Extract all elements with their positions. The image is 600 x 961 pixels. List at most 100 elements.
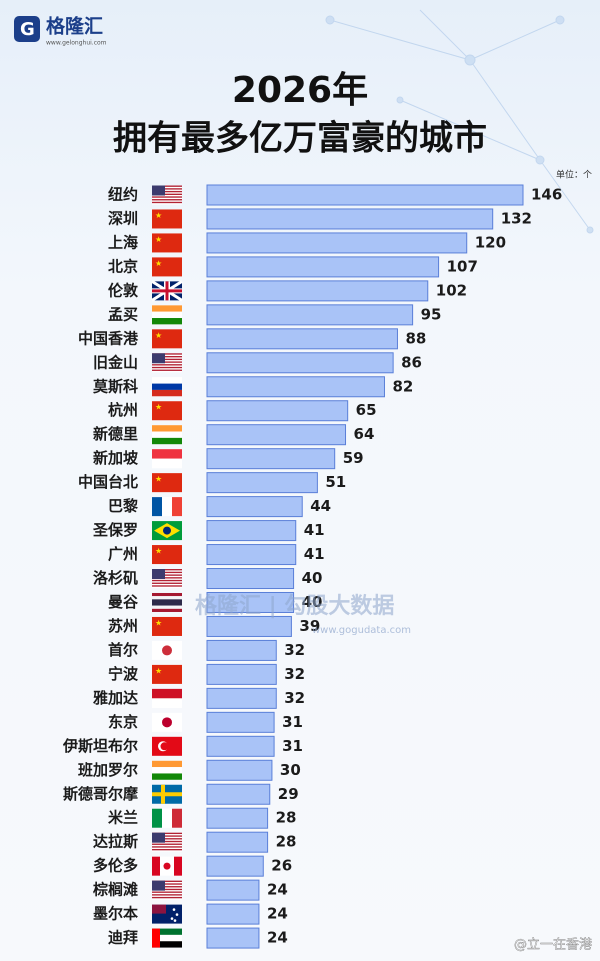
flag bbox=[152, 736, 182, 756]
category-label: 伦敦 bbox=[108, 281, 139, 299]
flag-part bbox=[152, 602, 182, 606]
flag-part bbox=[152, 233, 182, 253]
bar bbox=[206, 280, 429, 302]
bar bbox=[206, 783, 271, 805]
bar bbox=[206, 448, 336, 470]
flag-part bbox=[152, 894, 182, 896]
value-label: 86 bbox=[401, 353, 422, 371]
watermark-url: www.gogudata.com bbox=[312, 625, 411, 636]
flag-part bbox=[152, 369, 182, 371]
category-label: 斯德哥尔摩 bbox=[63, 785, 139, 803]
flag bbox=[152, 569, 182, 589]
value-label: 32 bbox=[284, 641, 305, 659]
category-label: 纽约 bbox=[108, 186, 138, 204]
bar bbox=[206, 927, 260, 949]
bar bbox=[206, 831, 269, 853]
category-label: 北京 bbox=[108, 257, 138, 275]
flag-part bbox=[152, 353, 182, 355]
logo-mark bbox=[14, 16, 40, 42]
flag-part bbox=[152, 356, 182, 358]
category-label: 广州 bbox=[108, 545, 138, 563]
flag-part bbox=[152, 569, 165, 580]
value-label: 120 bbox=[475, 233, 506, 251]
bar bbox=[206, 256, 440, 278]
flag bbox=[152, 521, 182, 541]
flag-part bbox=[152, 497, 162, 517]
flag: ★ bbox=[152, 209, 182, 229]
value-label: 51 bbox=[325, 473, 346, 491]
category-label: 新德里 bbox=[93, 425, 138, 443]
value-label: 95 bbox=[421, 305, 442, 323]
flag-part bbox=[152, 832, 165, 843]
bar bbox=[206, 568, 295, 590]
bar bbox=[206, 304, 414, 326]
flag-part bbox=[152, 201, 182, 204]
flag-part bbox=[152, 437, 182, 445]
flag-part bbox=[152, 848, 182, 851]
flag bbox=[152, 185, 182, 205]
bar bbox=[206, 544, 297, 566]
flag-part bbox=[152, 425, 182, 432]
flag bbox=[152, 449, 182, 469]
flag-part bbox=[152, 904, 166, 914]
bar bbox=[206, 208, 494, 230]
flag-part bbox=[152, 773, 182, 780]
flag-part bbox=[163, 862, 171, 870]
flag-part: ★ bbox=[155, 666, 162, 675]
flag-part bbox=[152, 934, 182, 942]
flag-part bbox=[162, 808, 172, 828]
flag bbox=[152, 928, 182, 948]
flag bbox=[151, 280, 183, 302]
flag-part bbox=[152, 596, 182, 600]
flag-part bbox=[152, 431, 182, 438]
category-label: 宁波 bbox=[108, 665, 139, 683]
value-label: 41 bbox=[304, 521, 325, 539]
value-label: 31 bbox=[282, 713, 303, 731]
value-label: 40 bbox=[302, 593, 323, 611]
flag-part bbox=[152, 318, 182, 325]
category-label: 莫斯科 bbox=[93, 377, 138, 395]
flag-part bbox=[152, 941, 182, 948]
flag-part: ★ bbox=[155, 547, 162, 556]
flag-part bbox=[152, 891, 182, 893]
category-label: 杭州 bbox=[108, 401, 138, 419]
category-label: 多伦多 bbox=[93, 857, 138, 875]
flag-part bbox=[152, 582, 182, 584]
category-label: 中国台北 bbox=[78, 473, 138, 491]
value-label: 24 bbox=[267, 881, 288, 899]
flag: ★ bbox=[152, 664, 182, 684]
flag-part bbox=[152, 383, 182, 390]
flag-part bbox=[152, 928, 182, 935]
value-label: 102 bbox=[436, 281, 467, 299]
value-label: 32 bbox=[284, 665, 305, 683]
watermark: 格隆汇 | 勾股大数据 bbox=[195, 593, 394, 619]
flag-part bbox=[152, 883, 182, 885]
flag-part bbox=[152, 846, 182, 848]
flag-part bbox=[152, 311, 182, 319]
flag-part bbox=[152, 896, 182, 899]
flag-part bbox=[152, 257, 182, 277]
flag-part bbox=[152, 843, 182, 845]
flag-part bbox=[152, 366, 182, 369]
flag-part bbox=[152, 808, 162, 828]
flag-part bbox=[152, 599, 182, 603]
category-label: 首尔 bbox=[108, 641, 138, 659]
bar bbox=[206, 184, 524, 206]
bar bbox=[206, 424, 347, 446]
flag-part bbox=[152, 190, 182, 193]
value-label: 30 bbox=[280, 761, 301, 779]
flag-part: ★ bbox=[155, 475, 162, 484]
category-label: 东京 bbox=[108, 713, 138, 731]
flag-part bbox=[173, 919, 177, 922]
flag-part: ★ bbox=[155, 331, 162, 340]
flag-part bbox=[152, 592, 182, 597]
bar bbox=[206, 520, 297, 542]
category-label: 墨尔本 bbox=[93, 905, 138, 923]
flag-part: ★ bbox=[155, 618, 162, 627]
bar bbox=[206, 328, 398, 350]
category-label: 新加坡 bbox=[93, 449, 138, 467]
category-label: 达拉斯 bbox=[93, 833, 138, 851]
flag-part bbox=[162, 497, 172, 517]
value-label: 132 bbox=[501, 209, 532, 227]
flag-part bbox=[152, 574, 182, 576]
